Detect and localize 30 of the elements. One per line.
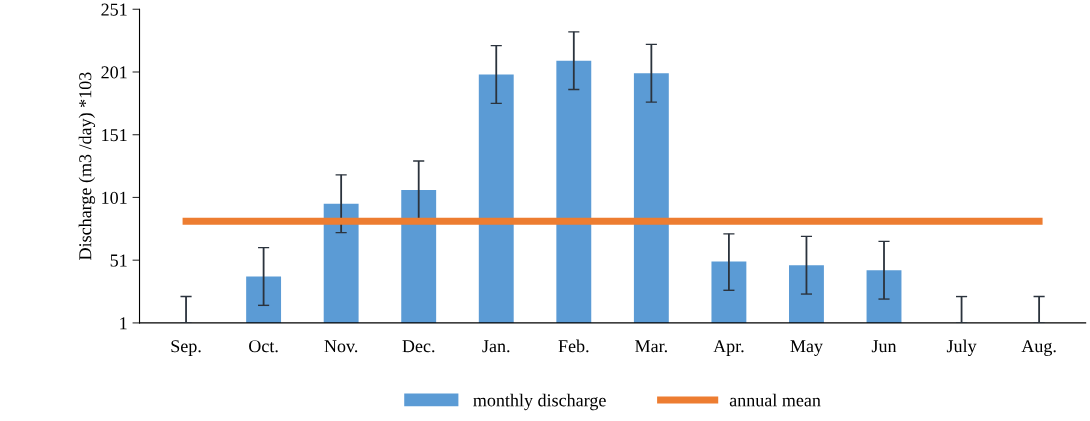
y-axis-title: Discharge (m3 /day) *103 — [78, 72, 96, 260]
x-tick-label: Dec. — [402, 340, 435, 353]
bar — [478, 74, 514, 323]
bar — [401, 189, 437, 323]
y-tick-label: 101 — [102, 191, 127, 204]
x-tick-label: May — [790, 340, 823, 356]
x-tick-label: Sep. — [171, 340, 201, 356]
y-tick-label: 151 — [102, 129, 127, 142]
legend-label: monthly discharge — [473, 393, 606, 411]
bar — [711, 261, 747, 323]
x-tick-label: Nov. — [324, 340, 358, 353]
y-tick-label: 251 — [101, 3, 127, 16]
bar — [323, 203, 359, 323]
bar — [633, 73, 669, 323]
x-tick-label: Mar. — [635, 340, 667, 353]
x-tick-label: Aug. — [1021, 340, 1056, 356]
x-tick-label: Oct. — [249, 340, 278, 353]
y-tick-label: 201 — [101, 66, 127, 79]
x-tick-label: Feb. — [558, 339, 589, 353]
bar — [556, 60, 592, 323]
x-tick-label: July — [946, 339, 977, 356]
x-tick-label: Jan. — [482, 340, 510, 353]
legend-label: annual mean — [729, 393, 821, 407]
y-tick-label: 1 — [120, 317, 127, 330]
bar — [789, 265, 824, 323]
x-tick-label: Jun — [871, 340, 897, 353]
y-tick-label: 51 — [110, 254, 127, 267]
bar — [246, 276, 282, 323]
bar — [866, 270, 902, 323]
x-tick-label: Apr. — [713, 340, 744, 356]
